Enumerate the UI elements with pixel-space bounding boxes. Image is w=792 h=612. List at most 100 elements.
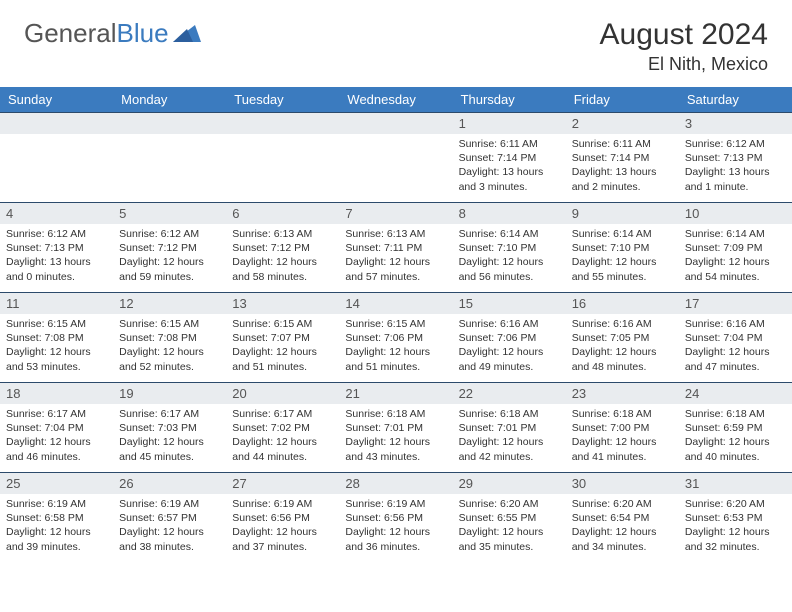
day-body: Sunrise: 6:18 AMSunset: 7:01 PMDaylight:… <box>339 404 452 468</box>
calendar-day-cell: 11Sunrise: 6:15 AMSunset: 7:08 PMDayligh… <box>0 293 113 383</box>
sunrise-text: Sunrise: 6:16 AM <box>459 317 560 331</box>
day-body: Sunrise: 6:14 AMSunset: 7:09 PMDaylight:… <box>679 224 792 288</box>
calendar-day-cell: 22Sunrise: 6:18 AMSunset: 7:01 PMDayligh… <box>453 383 566 473</box>
day-body: Sunrise: 6:14 AMSunset: 7:10 PMDaylight:… <box>566 224 679 288</box>
day-body: Sunrise: 6:15 AMSunset: 7:07 PMDaylight:… <box>226 314 339 378</box>
weekday-header: Wednesday <box>339 87 452 113</box>
calendar-day-cell: 5Sunrise: 6:12 AMSunset: 7:12 PMDaylight… <box>113 203 226 293</box>
day-body: Sunrise: 6:17 AMSunset: 7:02 PMDaylight:… <box>226 404 339 468</box>
sunrise-text: Sunrise: 6:14 AM <box>459 227 560 241</box>
day-number: 30 <box>566 473 679 494</box>
day-body: Sunrise: 6:14 AMSunset: 7:10 PMDaylight:… <box>453 224 566 288</box>
sunset-text: Sunset: 7:13 PM <box>685 151 786 165</box>
weekday-header: Monday <box>113 87 226 113</box>
daylight-text-2: and 54 minutes. <box>685 270 786 284</box>
daylight-text-2: and 53 minutes. <box>6 360 107 374</box>
sunset-text: Sunset: 7:10 PM <box>572 241 673 255</box>
day-number: 28 <box>339 473 452 494</box>
daylight-text-2: and 49 minutes. <box>459 360 560 374</box>
day-number: 6 <box>226 203 339 224</box>
daylight-text-1: Daylight: 12 hours <box>232 255 333 269</box>
daylight-text-1: Daylight: 12 hours <box>572 345 673 359</box>
daylight-text-2: and 56 minutes. <box>459 270 560 284</box>
calendar-day-cell: 1Sunrise: 6:11 AMSunset: 7:14 PMDaylight… <box>453 113 566 203</box>
sunrise-text: Sunrise: 6:17 AM <box>119 407 220 421</box>
day-body-empty <box>113 134 226 194</box>
day-number: 10 <box>679 203 792 224</box>
sunset-text: Sunset: 7:06 PM <box>345 331 446 345</box>
daylight-text-1: Daylight: 13 hours <box>685 165 786 179</box>
daylight-text-2: and 43 minutes. <box>345 450 446 464</box>
sunrise-text: Sunrise: 6:16 AM <box>685 317 786 331</box>
calendar-day-cell: 19Sunrise: 6:17 AMSunset: 7:03 PMDayligh… <box>113 383 226 473</box>
daylight-text-2: and 48 minutes. <box>572 360 673 374</box>
daylight-text-1: Daylight: 12 hours <box>459 255 560 269</box>
weekday-header: Thursday <box>453 87 566 113</box>
weekday-header: Friday <box>566 87 679 113</box>
daylight-text-2: and 52 minutes. <box>119 360 220 374</box>
calendar-day-cell <box>339 113 452 203</box>
title-block: August 2024 El Nith, Mexico <box>600 18 768 75</box>
day-body: Sunrise: 6:20 AMSunset: 6:55 PMDaylight:… <box>453 494 566 558</box>
daylight-text-2: and 2 minutes. <box>572 180 673 194</box>
day-number: 11 <box>0 293 113 314</box>
daylight-text-2: and 36 minutes. <box>345 540 446 554</box>
day-body-empty <box>339 134 452 194</box>
calendar-day-cell: 21Sunrise: 6:18 AMSunset: 7:01 PMDayligh… <box>339 383 452 473</box>
day-body: Sunrise: 6:20 AMSunset: 6:54 PMDaylight:… <box>566 494 679 558</box>
daylight-text-2: and 45 minutes. <box>119 450 220 464</box>
calendar-day-cell: 9Sunrise: 6:14 AMSunset: 7:10 PMDaylight… <box>566 203 679 293</box>
day-number: 4 <box>0 203 113 224</box>
day-body: Sunrise: 6:19 AMSunset: 6:56 PMDaylight:… <box>226 494 339 558</box>
sunset-text: Sunset: 6:59 PM <box>685 421 786 435</box>
daylight-text-1: Daylight: 13 hours <box>459 165 560 179</box>
day-body: Sunrise: 6:13 AMSunset: 7:12 PMDaylight:… <box>226 224 339 288</box>
daylight-text-1: Daylight: 12 hours <box>572 435 673 449</box>
sunset-text: Sunset: 7:12 PM <box>232 241 333 255</box>
sunset-text: Sunset: 7:11 PM <box>345 241 446 255</box>
daylight-text-1: Daylight: 12 hours <box>685 255 786 269</box>
sunrise-text: Sunrise: 6:19 AM <box>6 497 107 511</box>
daylight-text-2: and 37 minutes. <box>232 540 333 554</box>
calendar-day-cell: 7Sunrise: 6:13 AMSunset: 7:11 PMDaylight… <box>339 203 452 293</box>
sunrise-text: Sunrise: 6:13 AM <box>345 227 446 241</box>
calendar-day-cell: 13Sunrise: 6:15 AMSunset: 7:07 PMDayligh… <box>226 293 339 383</box>
day-number: 9 <box>566 203 679 224</box>
sunset-text: Sunset: 7:10 PM <box>459 241 560 255</box>
day-body-empty <box>0 134 113 194</box>
day-number: 12 <box>113 293 226 314</box>
sunset-text: Sunset: 7:07 PM <box>232 331 333 345</box>
daylight-text-2: and 0 minutes. <box>6 270 107 284</box>
day-body: Sunrise: 6:12 AMSunset: 7:13 PMDaylight:… <box>0 224 113 288</box>
day-number: 20 <box>226 383 339 404</box>
calendar-day-cell: 29Sunrise: 6:20 AMSunset: 6:55 PMDayligh… <box>453 473 566 563</box>
sunrise-text: Sunrise: 6:15 AM <box>232 317 333 331</box>
sunrise-text: Sunrise: 6:11 AM <box>459 137 560 151</box>
weekday-header: Tuesday <box>226 87 339 113</box>
day-number: 24 <box>679 383 792 404</box>
sunrise-text: Sunrise: 6:16 AM <box>572 317 673 331</box>
day-body: Sunrise: 6:16 AMSunset: 7:05 PMDaylight:… <box>566 314 679 378</box>
daylight-text-1: Daylight: 12 hours <box>232 525 333 539</box>
sunrise-text: Sunrise: 6:20 AM <box>459 497 560 511</box>
daylight-text-2: and 44 minutes. <box>232 450 333 464</box>
day-number: 19 <box>113 383 226 404</box>
day-number-empty <box>113 113 226 134</box>
calendar-day-cell <box>226 113 339 203</box>
sunset-text: Sunset: 6:55 PM <box>459 511 560 525</box>
calendar-week-row: 1Sunrise: 6:11 AMSunset: 7:14 PMDaylight… <box>0 113 792 203</box>
day-body: Sunrise: 6:17 AMSunset: 7:03 PMDaylight:… <box>113 404 226 468</box>
sunset-text: Sunset: 7:03 PM <box>119 421 220 435</box>
day-number-empty <box>0 113 113 134</box>
sunset-text: Sunset: 7:01 PM <box>459 421 560 435</box>
calendar-day-cell: 16Sunrise: 6:16 AMSunset: 7:05 PMDayligh… <box>566 293 679 383</box>
daylight-text-1: Daylight: 12 hours <box>119 435 220 449</box>
daylight-text-1: Daylight: 12 hours <box>459 345 560 359</box>
day-number: 16 <box>566 293 679 314</box>
day-number: 29 <box>453 473 566 494</box>
day-body: Sunrise: 6:15 AMSunset: 7:08 PMDaylight:… <box>0 314 113 378</box>
sunset-text: Sunset: 7:04 PM <box>685 331 786 345</box>
day-number-empty <box>339 113 452 134</box>
day-number: 25 <box>0 473 113 494</box>
sunset-text: Sunset: 7:12 PM <box>119 241 220 255</box>
